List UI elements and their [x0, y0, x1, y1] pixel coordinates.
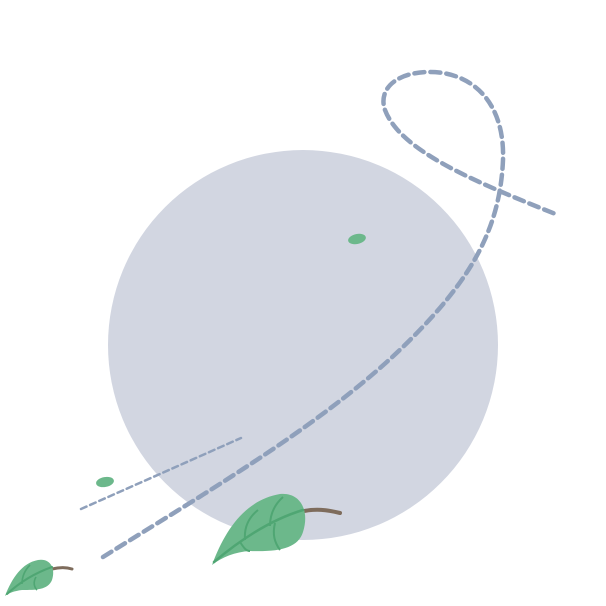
wind-trail-secondary [79, 436, 243, 511]
wind-trail-main [100, 69, 561, 560]
small-leaf-icon [348, 233, 366, 245]
bottom-leaf-icon [5, 559, 74, 596]
large-leaf-icon [212, 493, 342, 565]
moon-icon [108, 150, 498, 540]
small-leaf-icon-left [96, 476, 114, 488]
